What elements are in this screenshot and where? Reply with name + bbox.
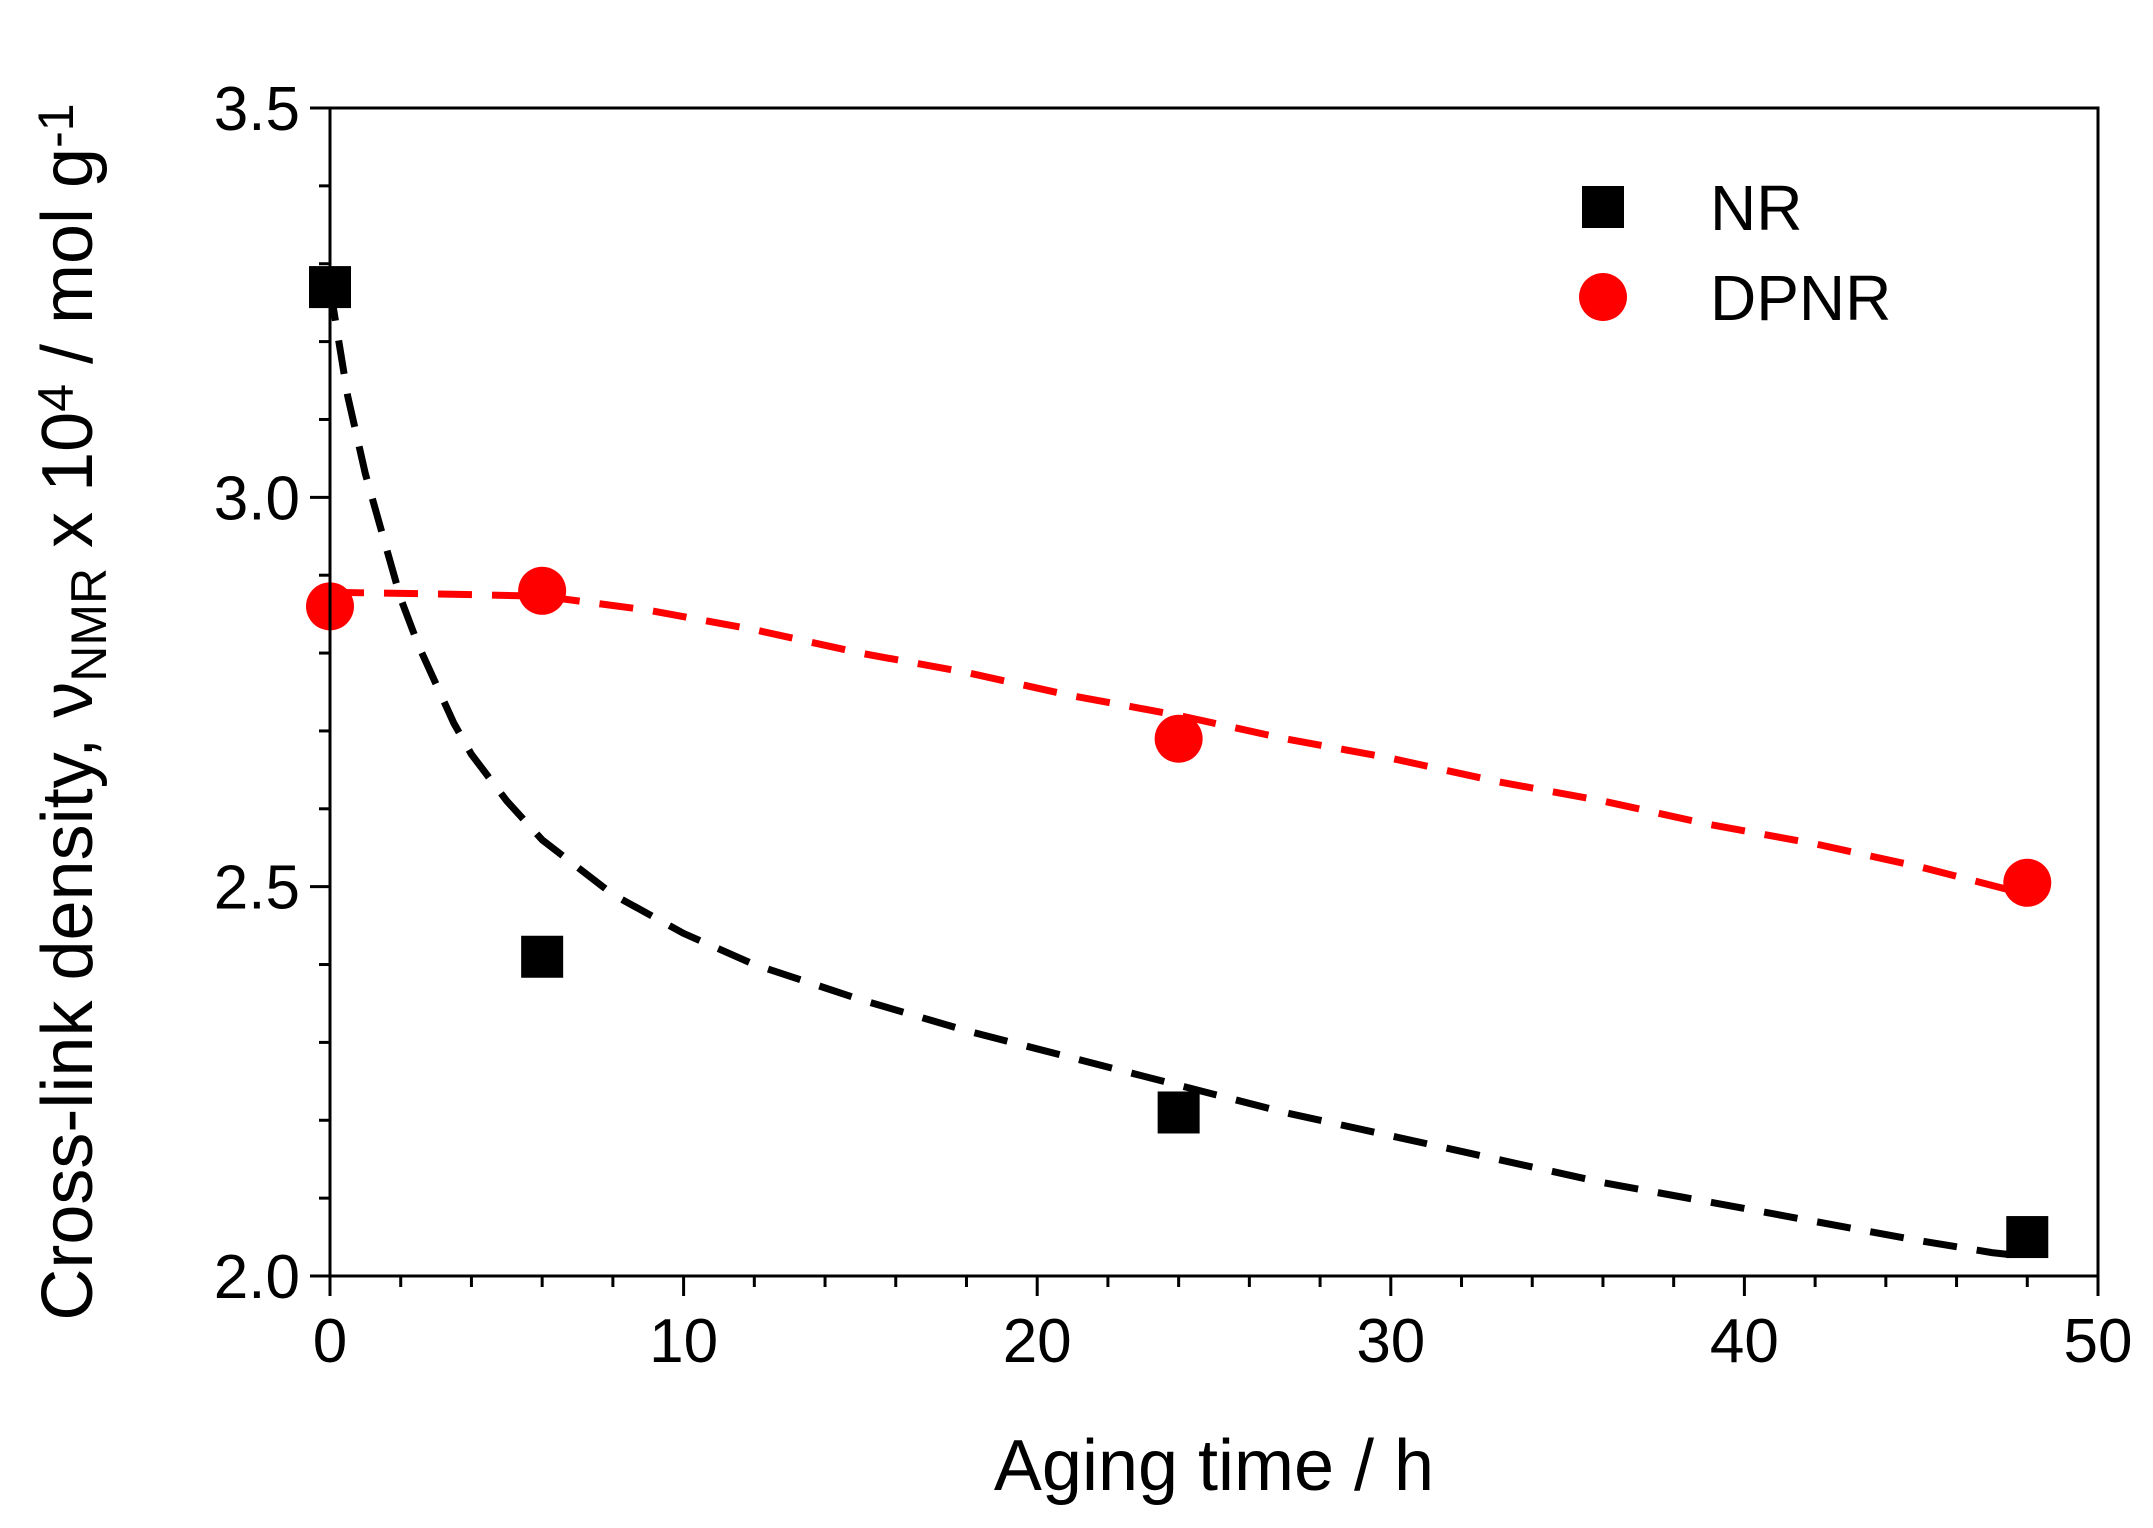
axis-tick-labels: 0 10 20 30 40 50 2.0 2.5 3.0 3.5 bbox=[214, 75, 2133, 1376]
x-tick-label: 50 bbox=[2064, 1307, 2133, 1376]
nr-point bbox=[521, 935, 564, 978]
y-axis-title-times: x 10 bbox=[28, 412, 108, 568]
legend-dpnr-marker bbox=[1579, 273, 1627, 321]
y-tick-label: 2.5 bbox=[214, 854, 300, 923]
x-tick-label: 40 bbox=[1710, 1307, 1779, 1376]
y-tick-label: 2.0 bbox=[214, 1243, 300, 1312]
nr-fit-line bbox=[326, 286, 2028, 1260]
x-axis-title: Aging time / h bbox=[994, 1426, 1434, 1506]
nr-point bbox=[1157, 1091, 1200, 1134]
y-axis-title-subscript: NMR bbox=[61, 568, 117, 682]
axis-ticks bbox=[310, 106, 2100, 1296]
y-axis-title-unit: / mol g bbox=[28, 148, 108, 384]
data-markers bbox=[306, 266, 2052, 1259]
fit-lines bbox=[326, 286, 2029, 1260]
dpnr-fit-line bbox=[329, 588, 2029, 898]
dpnr-point bbox=[518, 566, 567, 615]
y-axis-title-prefix: Cross-link density, bbox=[28, 718, 108, 1321]
nr-point bbox=[2006, 1216, 2049, 1259]
x-tick-label: 10 bbox=[649, 1307, 718, 1376]
legend-nr-label: NR bbox=[1710, 172, 1802, 244]
legend: NR DPNR bbox=[1579, 172, 1891, 334]
legend-dpnr-label: DPNR bbox=[1710, 262, 1891, 334]
y-axis-title-unit-power: -1 bbox=[28, 103, 84, 147]
legend-nr-marker bbox=[1582, 186, 1624, 228]
x-tick-label: 20 bbox=[1003, 1307, 1072, 1376]
y-tick-label: 3.0 bbox=[214, 464, 300, 533]
y-tick-label: 3.5 bbox=[214, 75, 300, 144]
y-axis-title-nu: ν bbox=[28, 682, 108, 718]
dpnr-point bbox=[2003, 858, 2052, 907]
x-tick-label: 30 bbox=[1356, 1307, 1425, 1376]
y-axis-title: Cross-link density, νNMR x 104 / mol g-1 bbox=[28, 103, 117, 1320]
x-tick-label: 0 bbox=[313, 1307, 347, 1376]
y-axis-title-power: 4 bbox=[28, 384, 84, 412]
dpnr-point bbox=[1154, 714, 1203, 763]
plot-frame bbox=[328, 106, 2100, 1278]
